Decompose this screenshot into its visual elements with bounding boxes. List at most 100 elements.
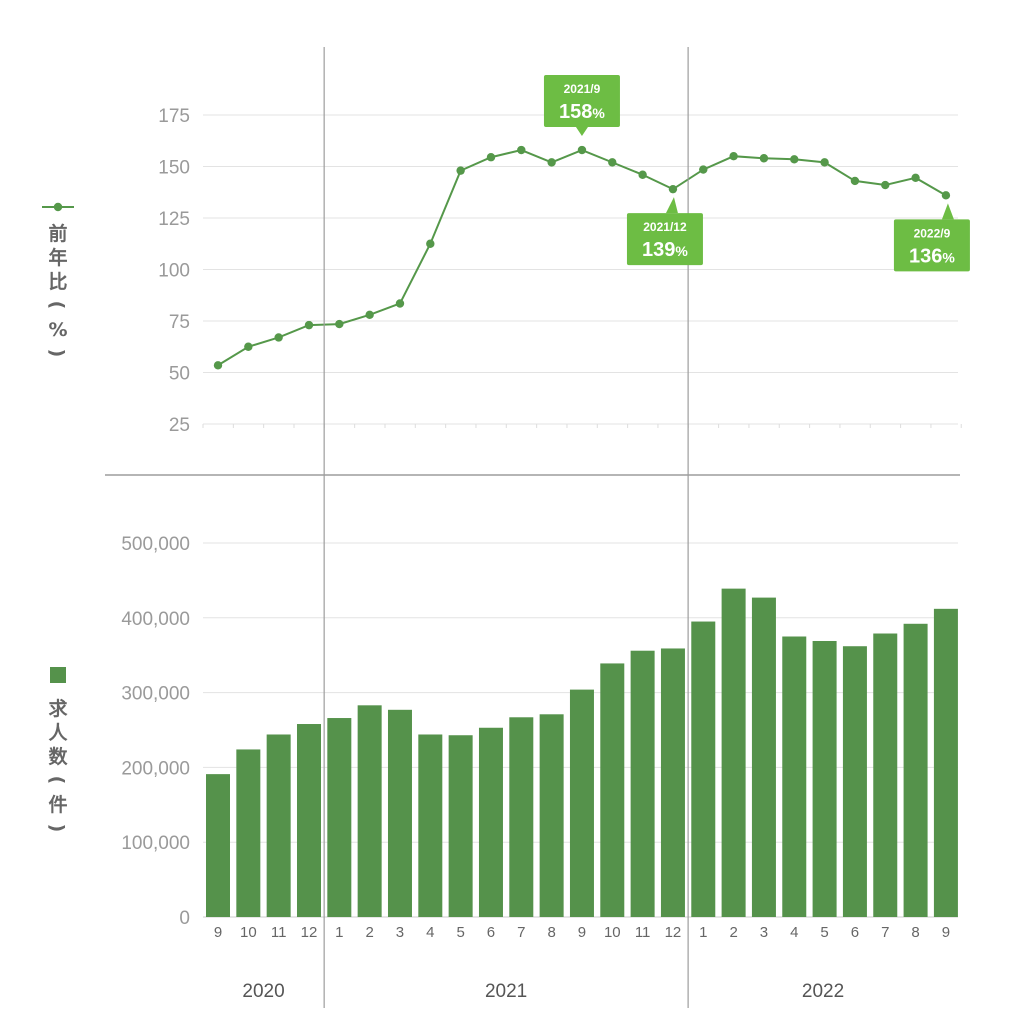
callout-pointer [665, 197, 678, 214]
x-month-label: 7 [881, 924, 889, 941]
legend-char: 数 [48, 745, 68, 768]
x-month-label: 12 [301, 924, 318, 941]
line-point [517, 145, 526, 155]
line-chart-grid [202, 114, 962, 428]
bar [569, 689, 594, 917]
legend-bar-icon [50, 667, 66, 683]
bar [721, 588, 746, 917]
x-month-label: 2 [729, 924, 737, 941]
x-month-label: 9 [214, 924, 222, 941]
line-y-tick-label: 25 [169, 415, 190, 436]
bar [418, 734, 443, 917]
bar [660, 648, 685, 917]
x-month-label: 11 [271, 924, 287, 941]
line-point [911, 173, 920, 183]
bar [478, 727, 503, 917]
callout-pointer [941, 203, 954, 220]
callout-value-number: 136 [909, 245, 942, 267]
line-point [850, 176, 860, 186]
bar [296, 724, 321, 917]
x-month-label: 4 [426, 924, 434, 941]
line-y-axis: 25 50 75 100 125 150 175 [158, 106, 190, 436]
line-point [547, 158, 556, 167]
line-point [638, 170, 647, 179]
callout-date: 2021/12 [643, 220, 687, 234]
legend-char: 年 [48, 246, 67, 269]
x-month-label: 11 [635, 924, 651, 941]
line-y-tick-label: 150 [158, 158, 190, 179]
bar-y-tick-label: 500,000 [121, 534, 190, 555]
callout-value-number: 139 [642, 239, 675, 261]
bar-y-tick-label: 300,000 [121, 684, 190, 705]
line-point [213, 361, 223, 370]
bar [327, 718, 352, 917]
bar [842, 646, 867, 917]
bar-y-tick-label: 0 [179, 908, 190, 929]
legend-char: ( [46, 776, 68, 785]
bar-y-tick-label: 200,000 [121, 758, 190, 779]
bar [933, 608, 958, 917]
legend-char: 比 [48, 271, 67, 293]
callout-date: 2022/9 [914, 226, 951, 240]
line-point [274, 333, 283, 342]
x-month-label: 8 [547, 924, 555, 941]
bar [509, 717, 534, 917]
x-month-label: 4 [790, 924, 798, 941]
x-month-label: 9 [942, 924, 950, 941]
callout-value-unit: % [675, 243, 688, 259]
bar [448, 735, 473, 917]
x-month-label: 8 [911, 924, 919, 941]
bar-y-tick-label: 400,000 [121, 609, 190, 630]
x-year-label: 2020 [242, 981, 284, 1002]
legend-bar-label: 求人数 (件) [46, 697, 68, 832]
line-y-tick-label: 125 [158, 209, 190, 230]
line-point [577, 145, 587, 155]
line-point [790, 155, 799, 164]
line-point [699, 165, 708, 174]
legend-char: ( [46, 301, 68, 310]
callout-value: 158% [559, 101, 605, 123]
x-month-label: 9 [578, 924, 586, 941]
bar [691, 621, 716, 917]
x-month-label: 3 [396, 924, 404, 941]
legend-char: 前 [48, 222, 67, 245]
callout-value-number: 158 [559, 101, 592, 123]
callout-box [893, 219, 970, 272]
x-month-label: 1 [335, 924, 343, 941]
line-point [729, 152, 738, 161]
callout-value-unit: % [592, 105, 605, 121]
x-month-label: 10 [604, 924, 621, 941]
line-point [486, 153, 496, 162]
line-point [608, 158, 617, 167]
callout-box [626, 213, 703, 266]
bar [387, 709, 412, 917]
line-point [304, 320, 314, 330]
x-axis-months: 9 10 11 12 1 2 3 4 5 6 7 8 9 10 11 12 1 2 3 4 5 6 7 8 9 [214, 924, 950, 941]
line-y-tick-label: 75 [169, 312, 190, 333]
line-y-tick-label: 100 [158, 261, 190, 282]
line-point [244, 342, 253, 351]
callout-value-unit: % [942, 249, 955, 265]
line-point [668, 184, 678, 194]
callout-box [543, 75, 620, 128]
line-y-tick-label: 175 [158, 106, 190, 127]
legend-char: 件 [48, 793, 67, 816]
bar [357, 705, 382, 917]
legends: 前年比 (%) 求人数 (件) [42, 202, 74, 832]
x-month-label: 6 [487, 924, 495, 941]
x-month-label: 12 [665, 924, 682, 941]
x-month-label: 6 [851, 924, 859, 941]
bar [630, 650, 655, 917]
callout-pointer [575, 127, 588, 137]
x-month-label: 5 [456, 924, 464, 941]
line-point [759, 154, 769, 163]
x-month-label: 5 [820, 924, 828, 941]
line-y-tick-label: 50 [169, 364, 190, 385]
bar [812, 640, 837, 917]
annotation-callout: 2021/9 158% [543, 75, 620, 137]
annotation-callout: 2021/12 139% [626, 197, 703, 266]
legend-char: ) [46, 349, 68, 358]
x-year-label: 2021 [485, 981, 527, 1002]
bar [903, 623, 928, 917]
bar [266, 734, 291, 917]
